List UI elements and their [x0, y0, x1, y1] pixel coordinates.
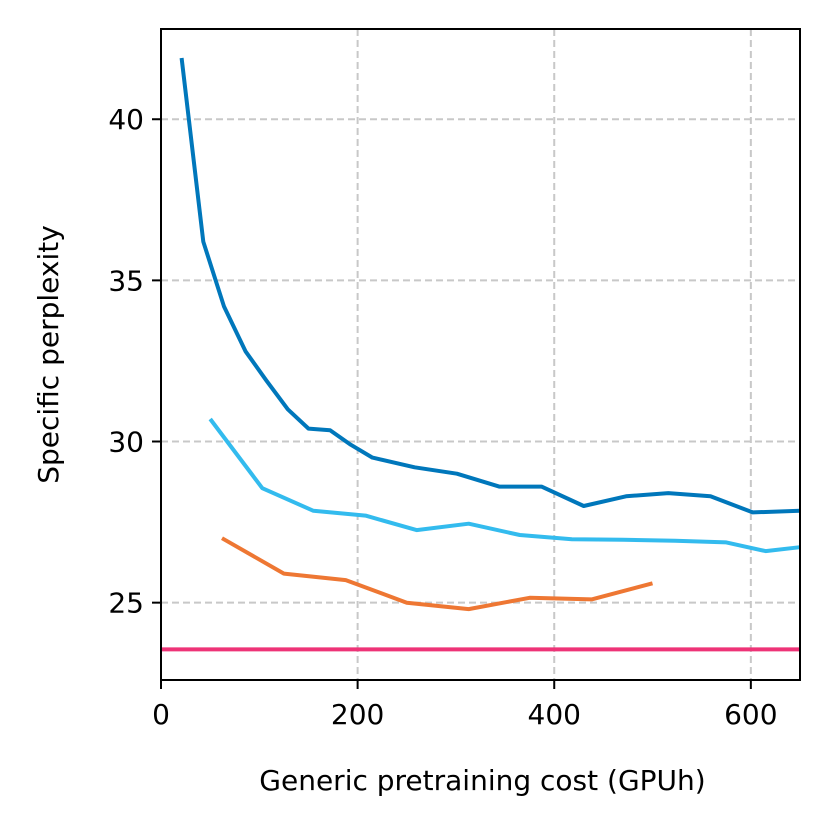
x-tick-label: 400	[528, 698, 581, 731]
x-axis-label: Generic pretraining cost (GPUh)	[259, 764, 705, 797]
line-series-light-blue	[208, 417, 801, 554]
x-tick-label: 600	[724, 698, 777, 731]
x-tick-label: 200	[331, 698, 384, 731]
series-layer	[161, 57, 801, 652]
y-tick-label: 30	[108, 426, 144, 459]
plot-area-frame	[160, 28, 801, 681]
y-tick-label: 40	[108, 103, 144, 136]
y-tick-label: 25	[108, 587, 144, 620]
line-series-orange	[221, 536, 654, 612]
tick-layer: 0 200 400 600 25 30 35 40	[108, 103, 777, 731]
y-axis-label: Specific perplexity	[32, 225, 65, 484]
line-series-dark-blue	[179, 57, 801, 515]
y-tick-label: 35	[108, 264, 144, 297]
grid-layer	[161, 29, 800, 680]
x-tick-label: 0	[152, 698, 170, 731]
